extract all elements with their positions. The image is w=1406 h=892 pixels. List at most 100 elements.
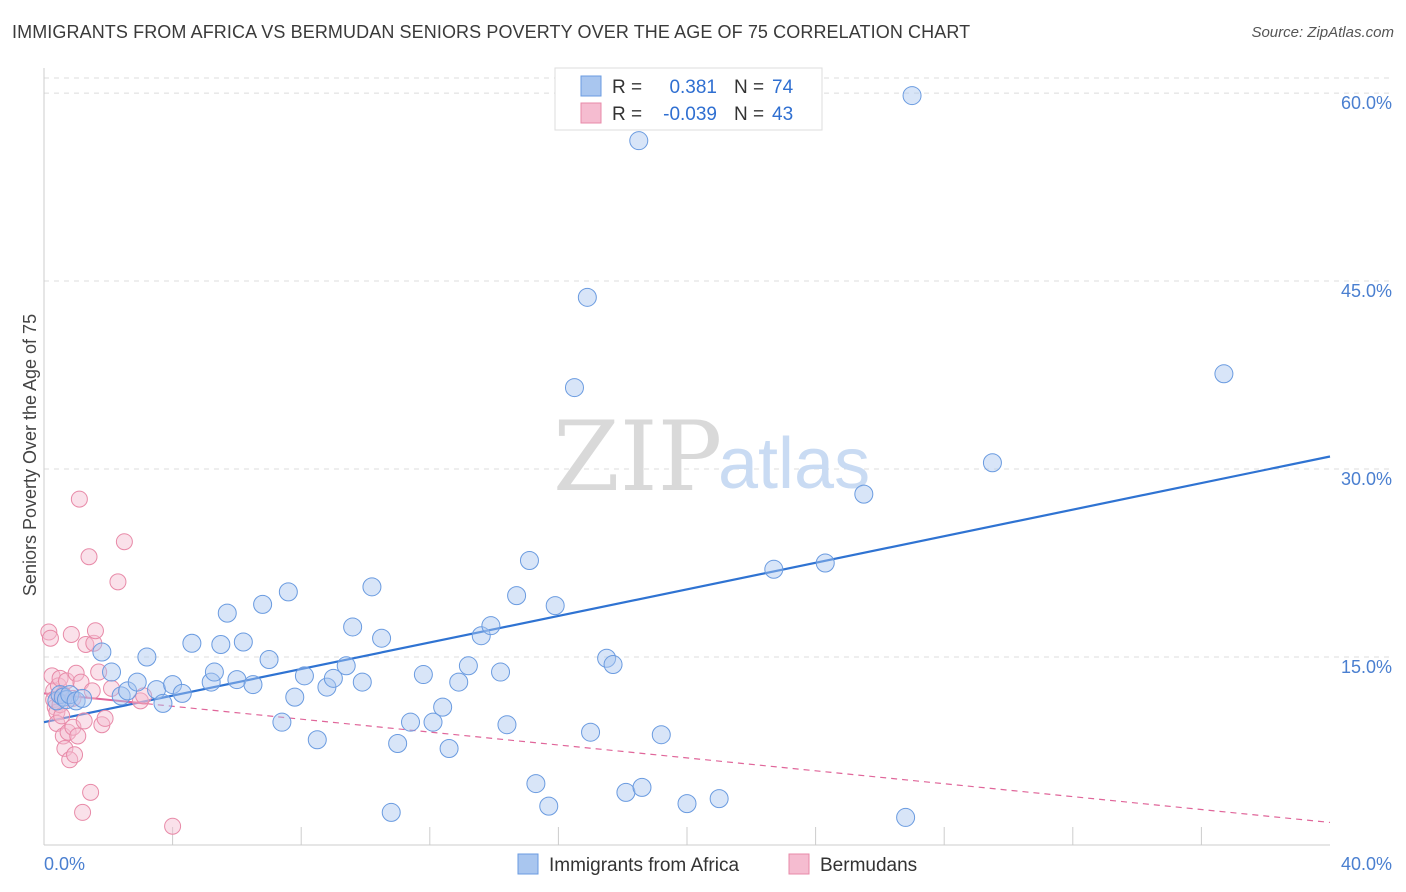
point-africa (564, 378, 584, 398)
point-africa (92, 642, 112, 662)
point-africa (577, 287, 597, 307)
point-africa (336, 656, 356, 676)
point-africa (458, 656, 478, 676)
point-africa (253, 594, 273, 614)
point-africa (217, 603, 237, 623)
point-africa (307, 730, 327, 750)
legend-r-value-africa: 0.381 (669, 77, 717, 98)
point-africa (272, 712, 292, 732)
point-africa (497, 715, 517, 735)
y-tick-labels: 15.0% 30.0% 45.0% 60.0% (1341, 93, 1392, 677)
point-africa (57, 690, 77, 710)
legend-n-value-bermudans: 43 (772, 104, 793, 125)
axes (43, 68, 1330, 846)
point-bermudans (115, 533, 133, 551)
point-africa (896, 807, 916, 827)
point-africa (423, 712, 443, 732)
point-bermudans (69, 727, 87, 745)
point-africa (127, 672, 147, 692)
point-africa (471, 626, 491, 646)
y-tick-label: 15.0% (1341, 657, 1392, 677)
source-label: Source: ZipAtlas.com (1251, 24, 1394, 41)
y-tick-label: 30.0% (1341, 469, 1392, 489)
point-africa (278, 582, 298, 602)
point-bermudans (74, 803, 92, 821)
point-africa (294, 666, 314, 686)
point-africa (651, 725, 671, 745)
point-bermudans (72, 673, 90, 691)
watermark-atlas: atlas (718, 424, 870, 504)
point-africa (102, 662, 122, 682)
x-tick-label-min: 0.0% (44, 854, 85, 874)
bottom-legend-label-bermudans: Bermudans (820, 855, 917, 876)
legend-n-value-africa: 74 (772, 77, 794, 98)
point-africa (343, 617, 363, 637)
point-bermudans (75, 712, 93, 730)
bottom-legend-swatch-bermudans (788, 853, 810, 875)
legend-r-value-bermudans: -0.039 (663, 104, 717, 125)
point-africa (259, 650, 279, 670)
point-africa (381, 802, 401, 822)
point-africa (433, 697, 453, 717)
point-bermudans (83, 682, 101, 700)
point-bermudans (96, 709, 114, 727)
point-bermudans (164, 817, 182, 835)
grid-lines (44, 77, 1392, 658)
point-bermudans (67, 664, 85, 682)
point-africa (616, 782, 636, 802)
point-africa (902, 86, 922, 106)
point-africa (372, 628, 392, 648)
point-africa (581, 722, 601, 742)
point-africa (153, 693, 173, 713)
point-africa (677, 794, 697, 814)
watermark: ZIP atlas (553, 401, 870, 513)
point-bermudans (59, 723, 77, 741)
point-bermudans (90, 663, 108, 681)
point-africa (323, 668, 343, 688)
point-africa (233, 632, 253, 652)
point-africa (439, 739, 459, 759)
y-tick-label: 45.0% (1341, 281, 1392, 301)
point-bermudans (80, 548, 98, 566)
point-africa (413, 665, 433, 685)
chart-title: IMMIGRANTS FROM AFRICA VS BERMUDAN SENIO… (12, 22, 971, 42)
bottom-legend-label-africa: Immigrants from Africa (549, 855, 739, 876)
y-axis-label: Seniors Poverty Over the Age of 75 (20, 314, 40, 596)
point-africa (227, 670, 247, 690)
point-africa (401, 712, 421, 732)
legend-top: R = 0.381 N = 74 R = -0.039 N = 43 (554, 67, 823, 131)
point-africa (182, 633, 202, 653)
point-bermudans (70, 490, 88, 508)
point-africa (709, 789, 729, 809)
y-tick-label: 60.0% (1341, 93, 1392, 113)
point-africa (137, 647, 157, 667)
point-africa (1214, 364, 1234, 384)
point-africa (73, 688, 93, 708)
legend-r-label-bermudans: R = (612, 104, 642, 125)
point-africa (603, 655, 623, 675)
point-africa (362, 577, 382, 597)
point-africa (539, 796, 559, 816)
legend-n-label-africa: N = (734, 77, 764, 98)
point-bermudans (82, 783, 100, 801)
point-africa (481, 616, 501, 636)
point-africa (111, 686, 131, 706)
point-bermudans (109, 573, 127, 591)
point-africa (507, 586, 527, 606)
point-africa (352, 672, 372, 692)
point-bermudans (86, 622, 104, 640)
trend-line-bermudans-dashed (146, 703, 1331, 824)
legend-bottom: Immigrants from Africa Bermudans (517, 853, 917, 876)
point-africa (172, 683, 192, 703)
point-africa (388, 733, 408, 753)
point-africa (854, 484, 874, 504)
point-bermudans (56, 740, 74, 758)
point-africa (815, 553, 835, 573)
legend-n-label-bermudans: N = (734, 104, 764, 125)
point-bermudans (66, 746, 84, 764)
point-africa (545, 596, 565, 616)
point-africa (632, 777, 652, 797)
point-bermudans (103, 679, 121, 697)
watermark-zip: ZIP (553, 401, 722, 513)
